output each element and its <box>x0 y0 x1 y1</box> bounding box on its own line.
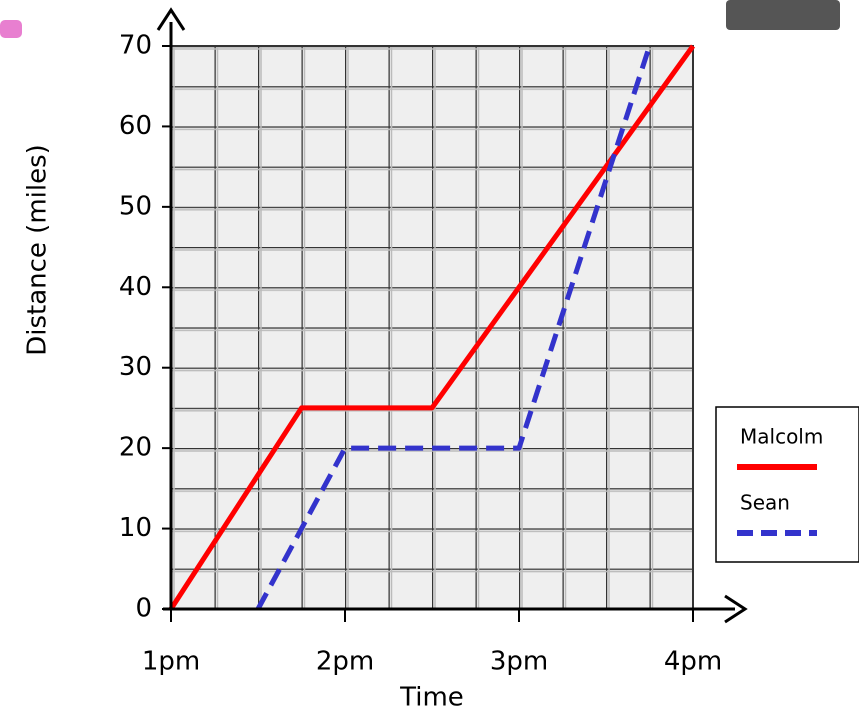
y-tick-label: 40 <box>119 272 152 302</box>
y-tick-label: 30 <box>119 352 152 382</box>
x-axis-label: Time <box>399 683 464 713</box>
y-tick-label: 0 <box>135 594 152 624</box>
y-tick-label: 70 <box>119 31 152 61</box>
car-icon <box>0 20 22 38</box>
series-line <box>255 45 652 611</box>
x-tick-label: 1pm <box>142 647 200 677</box>
legend <box>715 406 859 563</box>
plot-grid <box>171 46 693 609</box>
series-line <box>168 44 696 611</box>
y-tick-label: 10 <box>119 513 152 543</box>
y-axis-label: Distance (miles) <box>23 144 53 356</box>
x-tick-label: 3pm <box>490 647 548 677</box>
legend-label: Sean <box>740 491 790 515</box>
x-axis-arrow <box>724 594 748 624</box>
y-axis-arrow <box>156 7 186 31</box>
y-tick-label: 60 <box>119 111 152 141</box>
y-tick-label: 20 <box>119 433 152 463</box>
truck-icon <box>726 0 840 30</box>
x-tick-label: 2pm <box>316 647 374 677</box>
y-tick-label: 50 <box>119 191 152 221</box>
x-tick-label: 4pm <box>664 647 722 677</box>
legend-label: Malcolm <box>740 425 823 449</box>
